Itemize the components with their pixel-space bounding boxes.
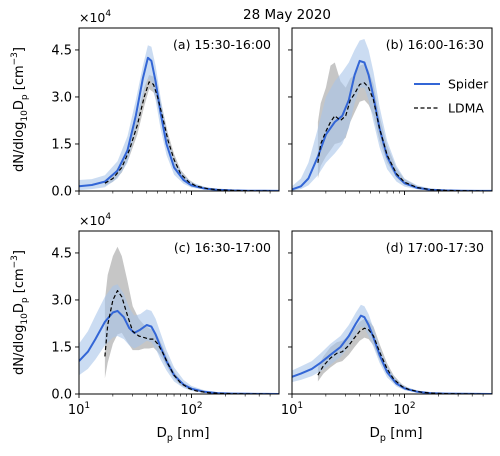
panel-a: 0.0 1.5 3.0 4.5 ×104 dN/dlog10Dp [cm−3] (a) 15… <box>10 9 280 200</box>
y-tick-label: 3.0 <box>51 90 72 105</box>
panel-label: (a) 15:30-16:00 <box>173 37 271 52</box>
plot-area <box>79 246 279 394</box>
ldma-band <box>317 318 484 394</box>
spider-band <box>292 304 492 394</box>
x-tick-label: 102 <box>393 401 415 418</box>
y-tick-label: 4.5 <box>51 43 72 58</box>
figure-title: 28 May 2020 <box>243 7 331 23</box>
panel-label: (b) 16:00-16:30 <box>386 37 484 52</box>
spider-line <box>79 309 279 394</box>
y-tick-label: 1.5 <box>51 137 72 152</box>
spider-line <box>292 59 492 191</box>
legend: Spider LDMA <box>414 77 489 116</box>
ldma-line <box>317 82 484 191</box>
panel-label: (c) 16:30-17:00 <box>174 240 271 255</box>
legend-spider-label: Spider <box>448 77 489 92</box>
x-tick-label: 101 <box>68 401 90 418</box>
spider-band <box>79 284 279 394</box>
y-multiplier: ×104 <box>79 9 111 25</box>
legend-ldma-label: LDMA <box>448 101 484 116</box>
panel-label: (d) 17:00-17:30 <box>386 240 484 255</box>
panel-c: 101 102 Dp [nm] 0.0 1.5 3.0 4.5 ×104 dN/dlog10Dp… <box>10 212 280 444</box>
ldma-line <box>104 81 271 191</box>
plot-area <box>292 39 492 191</box>
ldma-line <box>104 290 271 394</box>
panels: 0.0 1.5 3.0 4.5 ×104 dN/dlog10Dp [cm−3] (a) 15… <box>10 9 493 444</box>
x-axis-label: Dp [nm] <box>157 425 210 444</box>
axes-frame <box>291 230 493 395</box>
y-multiplier: ×104 <box>79 212 111 228</box>
axes-frame <box>78 230 280 395</box>
ldma-band <box>317 62 484 191</box>
axes-frame <box>291 27 493 192</box>
x-axis-label: Dp [nm] <box>370 425 423 444</box>
spider-band <box>79 45 279 191</box>
x-tick-label: 101 <box>281 401 303 418</box>
y-tick-label: 4.5 <box>51 246 72 261</box>
y-tick-label: 0.0 <box>51 388 72 403</box>
y-axis-label: dN/dlog10Dp [cm−3] <box>10 47 30 172</box>
spider-band <box>292 39 492 191</box>
panel-d: 101 102 Dp [nm] (d) 17:00-17:30 <box>281 230 493 444</box>
ldma-line <box>317 327 484 394</box>
y-tick-label: 0.0 <box>51 185 72 200</box>
plot-area <box>79 45 279 191</box>
x-tick-label: 102 <box>180 401 202 418</box>
y-tick-label: 3.0 <box>51 293 72 308</box>
plot-area <box>292 304 492 394</box>
y-axis-label: dN/dlog10Dp [cm−3] <box>10 250 30 375</box>
y-tick-label: 1.5 <box>51 340 72 355</box>
axes-frame <box>78 27 280 192</box>
panel-b: (b) 16:00-16:30 Spider LDMA <box>288 27 493 195</box>
